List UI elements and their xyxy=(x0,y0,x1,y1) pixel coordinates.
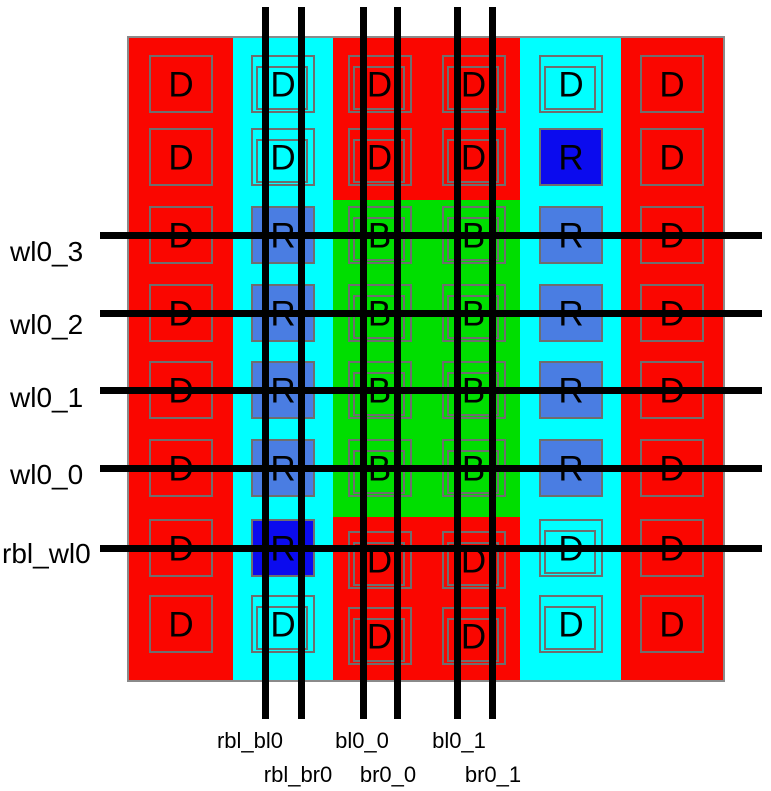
cell-r2c1-dummy-outer xyxy=(149,128,213,186)
wordline-rbl_wl0 xyxy=(100,545,762,552)
cell-r2c6-dummy-outer-letter: D xyxy=(659,138,685,178)
wordline-wl0_2 xyxy=(100,310,762,317)
bitline-label-bl0_0: bl0_0 xyxy=(335,728,389,753)
cell-r8c5-dummy-cyan-letter: D xyxy=(558,605,584,645)
cell-r1c4-dummy-red-letter: D xyxy=(460,65,487,105)
cell-r2c4-dummy-red-inner xyxy=(446,139,499,183)
cell-r1c6-dummy-outer-letter: D xyxy=(659,65,685,105)
cell-r8c6-dummy-outer xyxy=(640,595,704,653)
bitline-label-rbl_bl0: rbl_bl0 xyxy=(216,728,284,753)
cell-r2c3-dummy-red-letter: D xyxy=(366,138,393,178)
cell-r2c3-dummy-red xyxy=(347,128,412,186)
cell-r5c3-bitcell-inner xyxy=(352,372,405,416)
cell-r4c4-bitcell-inner xyxy=(446,295,499,339)
cell-r8c3-dummy-red-inner xyxy=(352,618,405,662)
cell-r1c1-dummy-outer-letter: D xyxy=(168,65,194,105)
cell-r2c4-dummy-red xyxy=(441,128,506,186)
cell-r2c6-dummy-outer xyxy=(640,128,704,186)
cell-r6c3-bitcell-inner xyxy=(352,450,405,494)
bitline-rbl_br0 xyxy=(298,7,305,719)
cell-r1c2-dummy-cyan-inner xyxy=(256,66,308,110)
cell-r1c5-dummy-cyan-letter: D xyxy=(558,65,584,105)
cell-r5c4-bitcell-inner xyxy=(446,372,499,416)
cell-r7c4-dummy-red xyxy=(441,531,506,589)
array-outline xyxy=(127,36,725,682)
cell-r8c4-dummy-red-inner xyxy=(446,618,499,662)
bitline-br0_0 xyxy=(394,7,401,719)
cell-r3c3-bitcell-inner xyxy=(352,217,405,261)
cell-r7c4-dummy-red-inner xyxy=(446,542,499,586)
cell-r1c4-dummy-red-inner xyxy=(446,66,499,110)
cell-r7c3-dummy-red xyxy=(347,531,412,589)
dummy-column-left xyxy=(129,38,233,680)
cell-r2c2-dummy-cyan xyxy=(251,128,315,186)
cell-r8c3-dummy-red xyxy=(347,607,412,665)
bitline-label-br0_1: br0_1 xyxy=(464,762,522,787)
cell-r4c3-bitcell-inner xyxy=(352,295,405,339)
cell-r1c6-dummy-outer xyxy=(640,55,704,113)
cell-r1c2-dummy-cyan xyxy=(251,55,315,113)
wordline-wl0_1 xyxy=(100,387,762,394)
cell-r8c3-dummy-red-letter: D xyxy=(366,617,393,657)
cell-r8c2-dummy-cyan-letter: D xyxy=(270,605,296,645)
wordline-label-wl0_3: wl0_3 xyxy=(10,236,84,267)
cell-r1c4-dummy-red xyxy=(441,55,506,113)
cell-r8c1-dummy-outer-letter: D xyxy=(168,605,194,645)
cell-r7c3-dummy-red-inner xyxy=(352,542,405,586)
wordline-label-wl0_1: wl0_1 xyxy=(10,382,84,413)
cell-r1c5-dummy-cyan xyxy=(539,55,603,113)
cell-r2c3-dummy-red-inner xyxy=(352,139,405,183)
cell-r8c2-dummy-cyan-inner xyxy=(256,606,308,650)
bitline-label-bl0_1: bl0_1 xyxy=(432,728,486,753)
wordline-label-wl0_0: wl0_0 xyxy=(10,459,84,490)
cell-r1c3-dummy-red xyxy=(347,55,412,113)
cell-r1c2-dummy-cyan-letter: D xyxy=(270,65,296,105)
cell-r8c5-dummy-cyan-inner xyxy=(544,606,596,650)
bitline-bl0_0 xyxy=(360,7,367,719)
cell-r8c4-dummy-red-letter: D xyxy=(460,617,487,657)
cell-r7c5-dummy-cyan-inner xyxy=(544,530,596,574)
wordline-label-rbl_wl0: rbl_wl0 xyxy=(2,538,91,569)
bitline-label-br0_0: br0_0 xyxy=(359,762,417,787)
wordline-wl0_3 xyxy=(100,232,762,239)
wordline-label-wl0_2: wl0_2 xyxy=(10,309,84,340)
cell-r2c1-dummy-outer-letter: D xyxy=(168,138,194,178)
cell-r1c1-dummy-outer xyxy=(149,55,213,113)
bitline-rbl_bl0 xyxy=(262,7,269,719)
cell-r6c4-bitcell-inner xyxy=(446,450,499,494)
cell-r1c3-dummy-red-inner xyxy=(352,66,405,110)
cell-r2c5-replica-dark xyxy=(539,128,603,186)
dummy-column-right xyxy=(621,38,723,680)
cell-r1c3-dummy-red-letter: D xyxy=(366,65,393,105)
cell-r8c2-dummy-cyan xyxy=(251,595,315,653)
cell-r2c4-dummy-red-letter: D xyxy=(460,138,487,178)
bitline-label-rbl_br0: rbl_br0 xyxy=(263,762,333,787)
cell-r2c5-replica-dark-letter: R xyxy=(558,138,584,178)
cell-r1c5-dummy-cyan-inner xyxy=(544,66,596,110)
cell-r8c4-dummy-red xyxy=(441,607,506,665)
cell-r8c6-dummy-outer-letter: D xyxy=(659,605,685,645)
bitline-br0_1 xyxy=(489,7,496,719)
cell-r3c4-bitcell-inner xyxy=(446,217,499,261)
cell-r8c1-dummy-outer xyxy=(149,595,213,653)
bitline-bl0_1 xyxy=(454,7,461,719)
cell-r2c2-dummy-cyan-inner xyxy=(256,139,308,183)
wordline-wl0_0 xyxy=(100,465,762,472)
cell-r2c2-dummy-cyan-letter: D xyxy=(270,138,296,178)
cell-r8c5-dummy-cyan xyxy=(539,595,603,653)
